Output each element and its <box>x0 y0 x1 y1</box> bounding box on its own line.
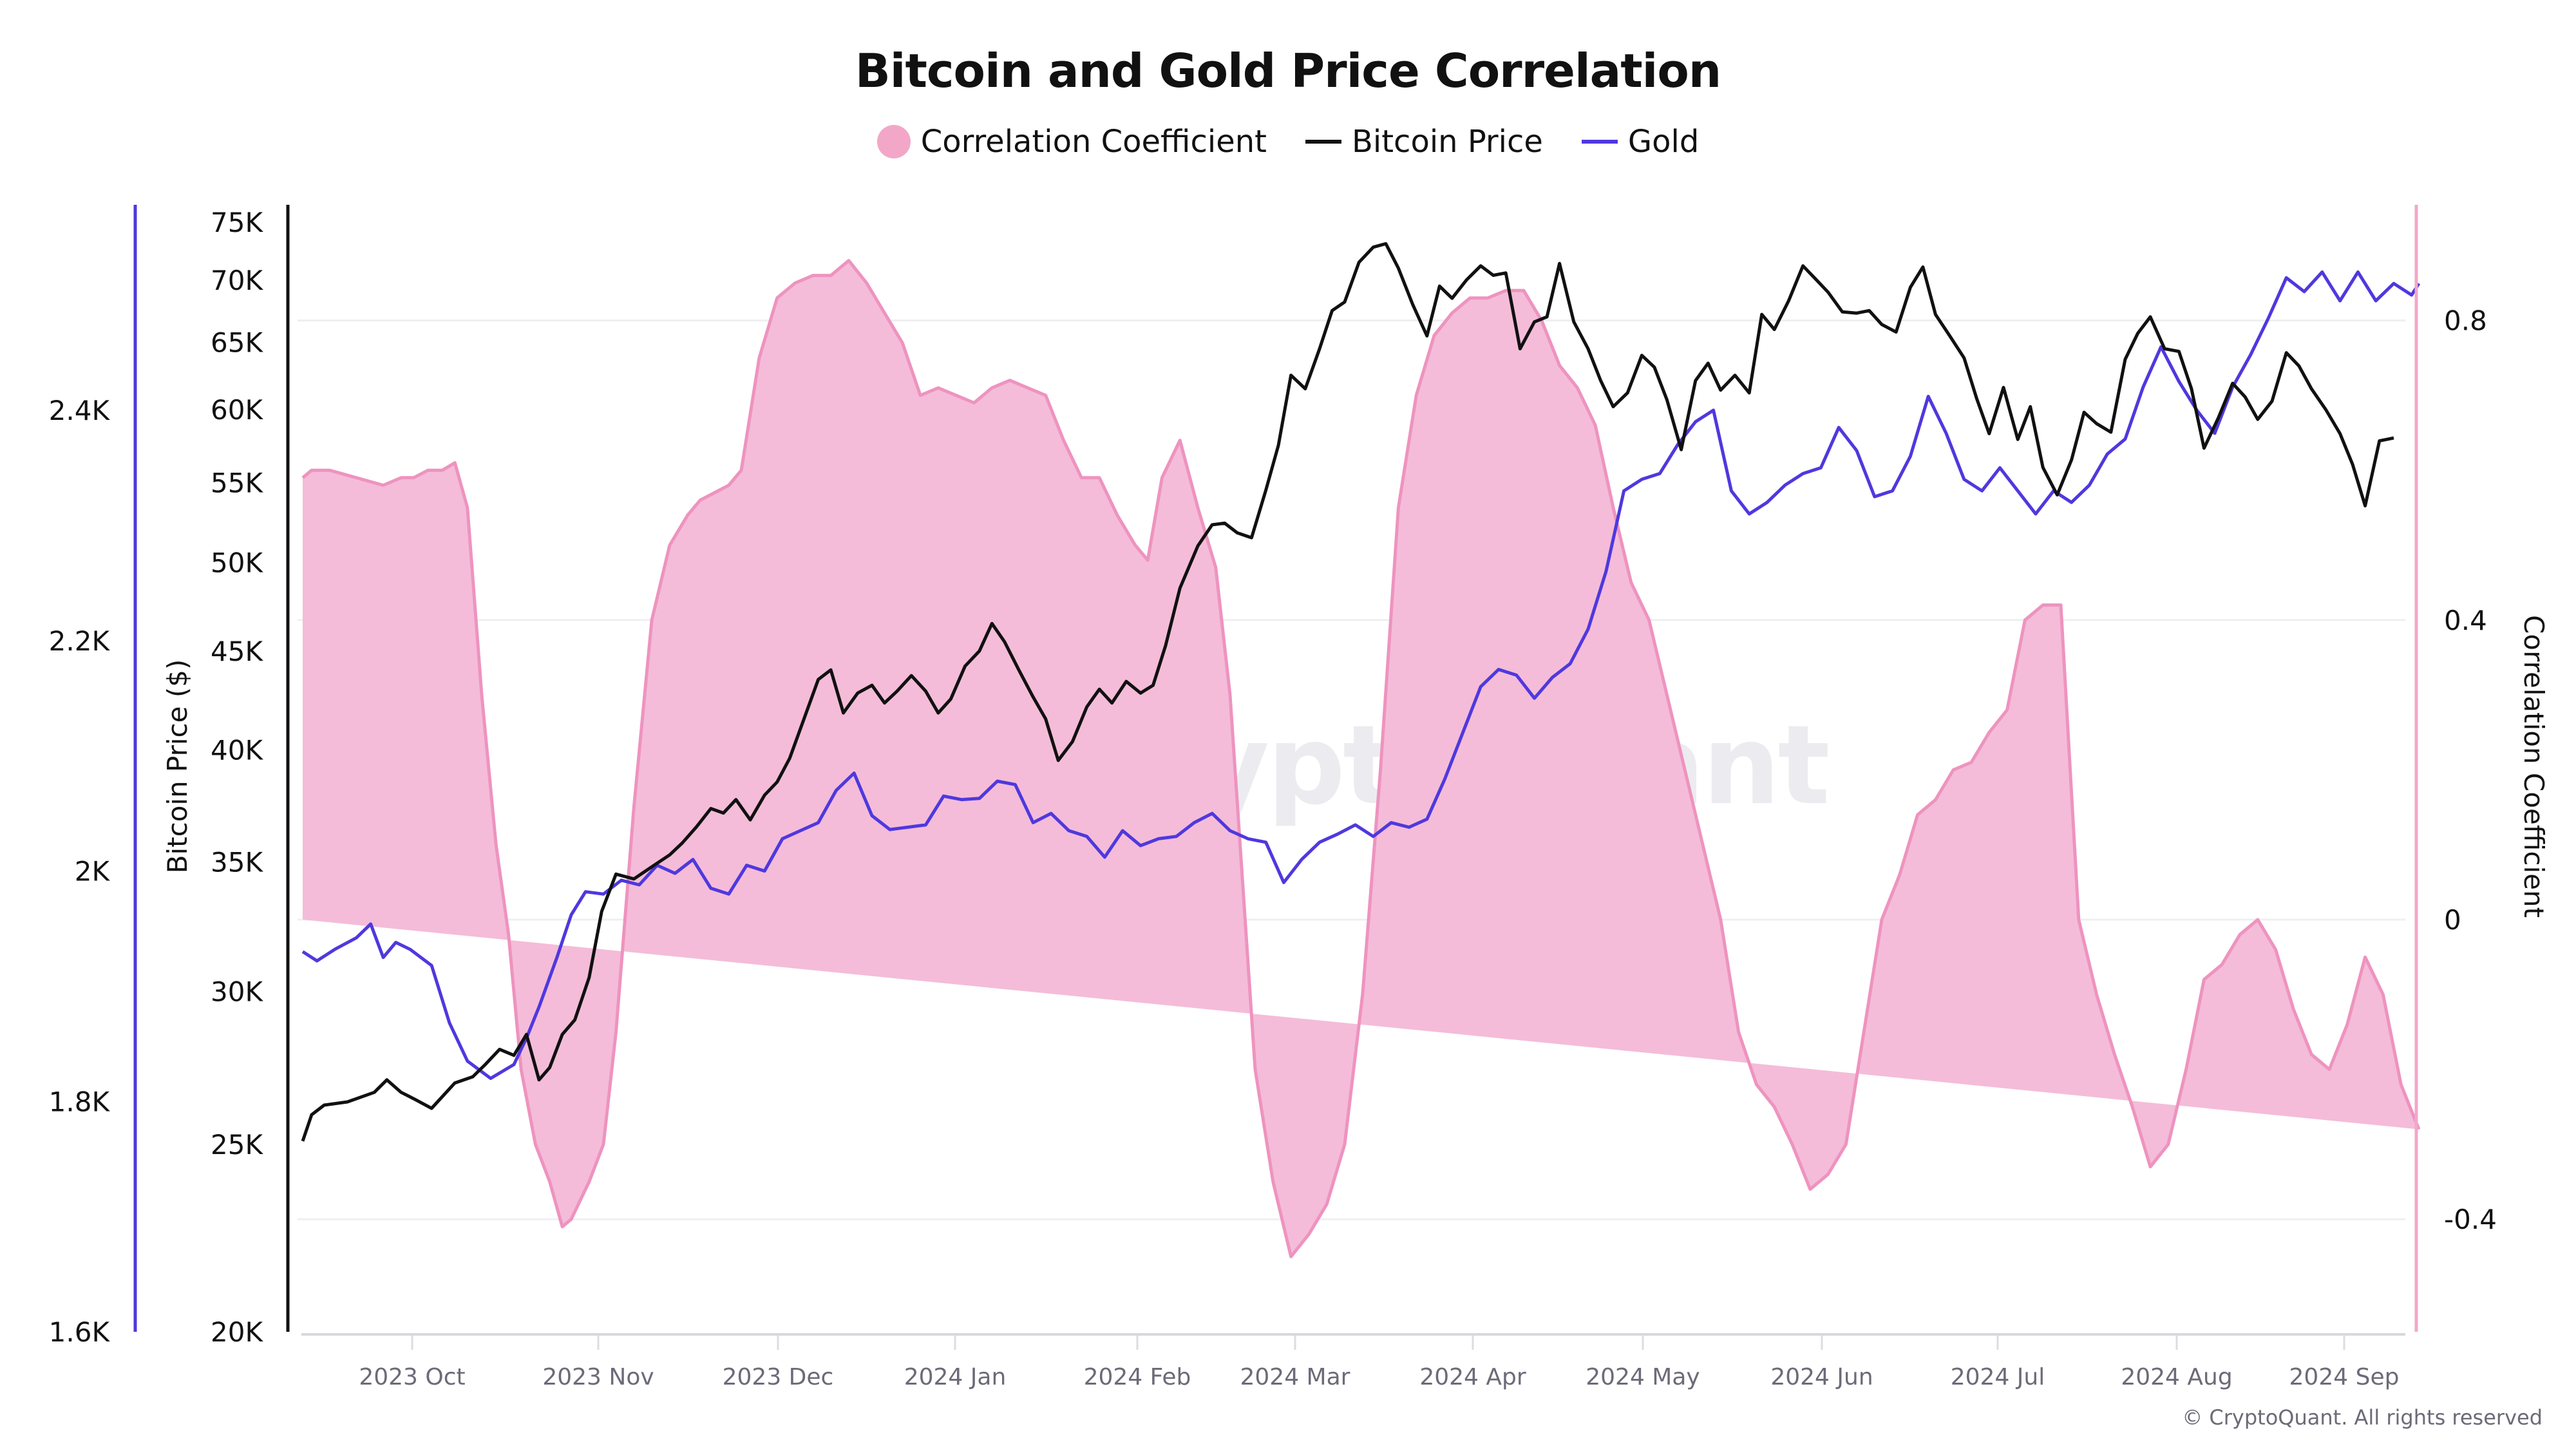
gold-tick-label: 2.4K <box>49 395 111 426</box>
gold-tick-label: 1.8K <box>49 1086 111 1117</box>
bitcoin-tick-label: 55K <box>211 467 263 498</box>
x-tick-label: 2023 Dec <box>723 1364 834 1390</box>
correlation-tick-label: -0.4 <box>2444 1204 2497 1235</box>
correlation-tick-label: 0.4 <box>2444 605 2487 636</box>
correlation-tick-label: 0 <box>2444 904 2461 936</box>
legend-label: Gold <box>1627 124 1700 160</box>
x-tick-label: 2024 Jun <box>1770 1364 1873 1390</box>
bitcoin-tick-label: 30K <box>211 976 263 1007</box>
legend-label: Correlation Coefficient <box>920 124 1267 160</box>
bitcoin-tick-label: 20K <box>211 1316 263 1348</box>
correlation-area <box>303 260 2419 1257</box>
gold-line <box>301 270 2421 1080</box>
legend-item-bitcoin[interactable]: Bitcoin Price <box>1305 124 1543 160</box>
bitcoin-axis-title: Bitcoin Price ($) <box>162 659 193 874</box>
bitcoin-tick-label: 65K <box>211 327 263 359</box>
legend-item-correlation[interactable]: Correlation Coefficient <box>876 124 1267 160</box>
x-tick-label: 2024 Sep <box>2289 1364 2400 1390</box>
gold-line-layer <box>301 270 2421 1080</box>
axes <box>133 205 2418 1336</box>
copyright-footer: © CryptoQuant. All rights reserved <box>2182 1405 2543 1430</box>
x-tick-label: 2024 Apr <box>1419 1364 1526 1390</box>
x-tick-label: 2024 May <box>1586 1364 1700 1390</box>
gold-axis-ticks: 1.6K 1.8K 2K 2.2K 2.4K <box>49 395 111 1348</box>
correlation-tick-label: 0.8 <box>2444 305 2487 337</box>
correlation-axis-title: Correlation Coefficient <box>2518 615 2550 918</box>
bitcoin-tick-label: 75K <box>211 207 263 238</box>
legend-line-icon <box>1305 140 1341 144</box>
bitcoin-tick-label: 50K <box>211 547 263 579</box>
gold-tick-label: 1.6K <box>49 1316 111 1348</box>
bitcoin-tick-label: 60K <box>211 394 263 426</box>
legend-circle-icon <box>876 125 911 158</box>
legend-line-icon <box>1581 140 1618 144</box>
bitcoin-tick-label: 35K <box>211 847 263 878</box>
chart-title: Bitcoin and Gold Price Correlation <box>855 44 1721 98</box>
bitcoin-tick-label: 70K <box>211 265 263 296</box>
x-tick-label: 2023 Oct <box>359 1364 465 1390</box>
x-axis-ticks: 2023 Oct 2023 Nov 2023 Dec 2024 Jan 2024 Feb… <box>359 1336 2399 1390</box>
bitcoin-axis-ticks: 20K 25K 30K 35K 40K 45K 50K 55K 60K 65K 70K 75K <box>211 207 263 1348</box>
bitcoin-line-layer <box>301 242 2394 1142</box>
gold-tick-label: 2.2K <box>49 625 111 657</box>
bitcoin-line <box>301 242 2394 1142</box>
gold-tick-label: 2K <box>75 856 111 887</box>
x-tick-label: 2024 Mar <box>1240 1364 1350 1390</box>
x-tick-label: 2024 Jan <box>904 1364 1007 1390</box>
x-tick-label: 2024 Jul <box>1951 1364 2045 1390</box>
legend-item-gold[interactable]: Gold <box>1581 124 1700 160</box>
x-tick-label: 2023 Nov <box>542 1364 654 1390</box>
bitcoin-tick-label: 45K <box>211 636 263 667</box>
legend-label: Bitcoin Price <box>1351 124 1543 160</box>
chart-legend: Correlation Coefficient Bitcoin Price Go… <box>0 124 2576 160</box>
x-tick-label: 2024 Feb <box>1084 1364 1191 1390</box>
bitcoin-tick-label: 40K <box>211 734 263 766</box>
correlation-area-layer <box>301 259 2421 1258</box>
x-tick-label: 2024 Aug <box>2121 1364 2232 1390</box>
correlation-axis-ticks: -0.4 0 0.4 0.8 <box>2444 305 2497 1236</box>
bitcoin-tick-label: 25K <box>211 1129 263 1160</box>
correlation-line <box>301 259 2421 1258</box>
